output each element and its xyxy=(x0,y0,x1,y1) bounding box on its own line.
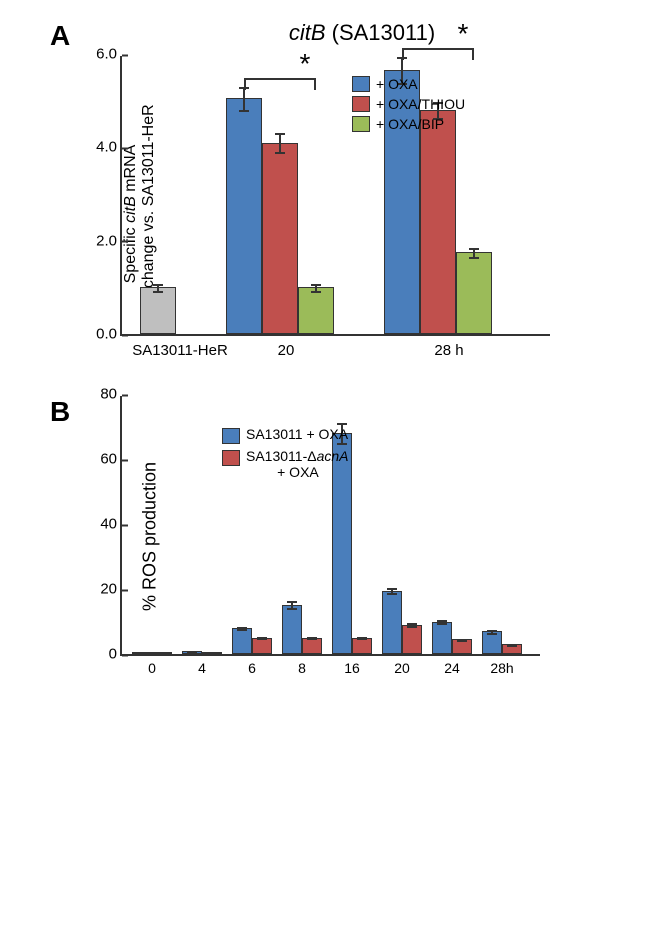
error-bar xyxy=(511,644,513,647)
bar xyxy=(432,622,452,655)
legend-label: + OXA xyxy=(376,76,418,92)
x-label: SA13011-HeR xyxy=(120,342,240,359)
bar xyxy=(132,652,152,654)
bar xyxy=(352,638,372,654)
error-bar xyxy=(141,652,143,654)
error-bar xyxy=(191,651,193,653)
panel-a: AcitB (SA13011) Specific citB mRNAFold ch… xyxy=(20,20,644,336)
bar xyxy=(482,631,502,654)
legend-swatch xyxy=(222,428,240,444)
bar xyxy=(226,98,262,334)
y-tick: 40 xyxy=(82,516,117,533)
bar xyxy=(420,110,456,334)
chart-b-container: % ROS production020406080046816202428hSA… xyxy=(20,396,644,656)
x-tick: 8 xyxy=(298,660,306,676)
y-tick: 20 xyxy=(82,581,117,598)
error-bar xyxy=(391,588,393,595)
error-bar xyxy=(361,637,363,640)
x-tick: 28h xyxy=(490,660,513,676)
error-bar xyxy=(243,87,245,112)
error-bar xyxy=(461,639,463,642)
chart-b-legend: SA13011 + OXA SA13011-ΔacnA + OXA xyxy=(222,426,349,480)
y-tick: 60 xyxy=(82,451,117,468)
y-tick: 2.0 xyxy=(82,232,117,249)
legend-swatch xyxy=(222,450,240,466)
legend-swatch xyxy=(352,76,370,92)
bar xyxy=(502,644,522,654)
x-tick: 16 xyxy=(344,660,360,676)
x-tick: 4 xyxy=(198,660,206,676)
chart-b-area: % ROS production020406080046816202428hSA… xyxy=(120,396,550,656)
y-tick: 80 xyxy=(82,386,117,403)
x-label: 28 h xyxy=(419,342,479,359)
error-bar xyxy=(291,601,293,609)
error-bar xyxy=(211,652,213,654)
chart-a-container: Specific citB mRNAFold change vs. SA1301… xyxy=(20,56,644,336)
legend-swatch xyxy=(352,96,370,112)
bar xyxy=(402,625,422,654)
bar xyxy=(298,287,334,334)
bar xyxy=(302,638,322,654)
legend-item: SA13011-ΔacnA + OXA xyxy=(222,448,349,480)
bar xyxy=(182,651,202,654)
y-tick: 0.0 xyxy=(82,326,117,343)
legend-swatch xyxy=(352,116,370,132)
y-tick: 4.0 xyxy=(82,139,117,156)
legend-item: SA13011 + OXA xyxy=(222,426,349,444)
error-bar xyxy=(411,623,413,628)
x-tick: 0 xyxy=(148,660,156,676)
chart-a-legend: + OXA + OXA/THIOU + OXA/BIP xyxy=(352,76,465,132)
error-bar xyxy=(315,284,317,293)
legend-label: SA13011 + OXA xyxy=(246,426,348,442)
chart-b-plot: 020406080046816202428hSA13011 + OXASA130… xyxy=(120,396,540,656)
error-bar xyxy=(311,637,313,640)
bar xyxy=(282,605,302,654)
bar xyxy=(140,287,176,334)
sig-star: * xyxy=(458,20,469,48)
x-tick: 24 xyxy=(444,660,460,676)
x-label: 20 xyxy=(266,342,306,359)
legend-label: SA13011-ΔacnA + OXA xyxy=(246,448,349,480)
y-tick: 0 xyxy=(82,646,117,663)
error-bar xyxy=(157,284,159,293)
bar xyxy=(452,639,472,654)
legend-label: + OXA/THIOU xyxy=(376,96,465,112)
panel-a-label: A xyxy=(50,20,70,52)
error-bar xyxy=(161,652,163,653)
bar xyxy=(232,628,252,654)
bar xyxy=(252,638,272,654)
error-bar xyxy=(491,630,493,635)
legend-label: + OXA/BIP xyxy=(376,116,444,132)
legend-item: + OXA/THIOU xyxy=(352,96,465,112)
error-bar xyxy=(261,637,263,640)
chart-a-area: Specific citB mRNAFold change vs. SA1301… xyxy=(120,56,550,336)
bar xyxy=(456,252,492,334)
y-tick: 6.0 xyxy=(82,46,117,63)
x-tick: 6 xyxy=(248,660,256,676)
legend-item: + OXA/BIP xyxy=(352,116,465,132)
bar xyxy=(262,143,298,334)
bar xyxy=(152,652,172,654)
chart-a-plot: 0.02.04.06.0SA13011-HeR20*28 h*+ OXA+ OX… xyxy=(120,56,550,336)
bar xyxy=(202,652,222,654)
panel-a-title: citB (SA13011) xyxy=(80,20,644,46)
error-bar xyxy=(279,133,281,154)
bar xyxy=(382,591,402,654)
legend-item: + OXA xyxy=(352,76,465,92)
panel-b: B% ROS production020406080046816202428hS… xyxy=(20,396,644,656)
error-bar xyxy=(441,620,443,625)
error-bar xyxy=(241,627,243,630)
x-tick: 20 xyxy=(394,660,410,676)
sig-star: * xyxy=(300,50,311,78)
error-bar xyxy=(473,248,475,259)
